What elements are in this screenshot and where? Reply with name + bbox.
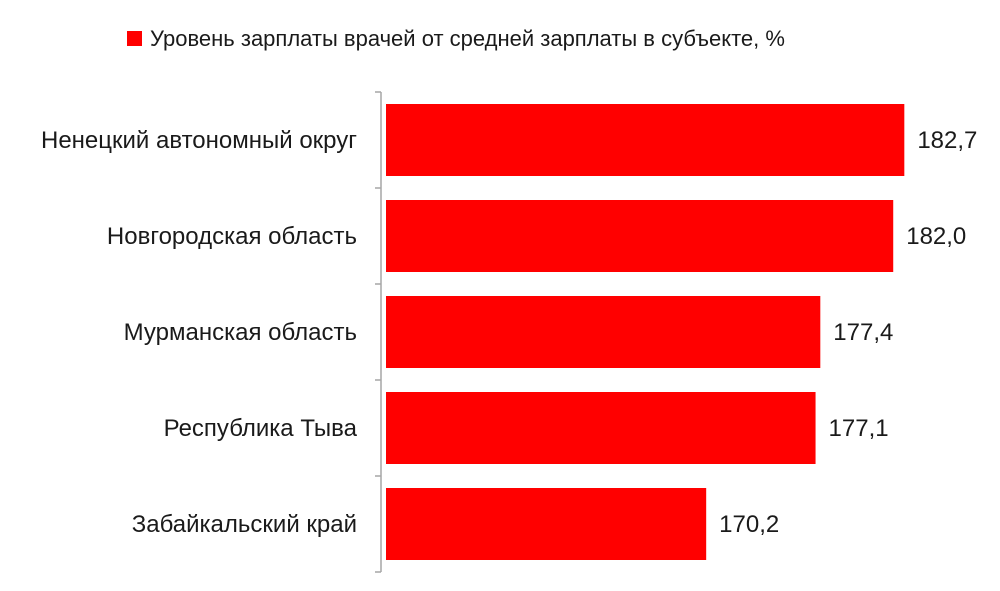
value-label-3: 177,4 bbox=[833, 319, 893, 346]
category-label-2: Новгородская область bbox=[107, 223, 357, 250]
bar-5 bbox=[386, 488, 707, 560]
legend-swatch bbox=[127, 31, 142, 46]
value-label-1: 182,7 bbox=[917, 127, 977, 154]
category-label-3: Мурманская область bbox=[124, 319, 357, 346]
bars-group bbox=[386, 104, 905, 560]
bar-3 bbox=[386, 296, 821, 368]
bar-1 bbox=[386, 104, 905, 176]
category-labels: Ненецкий автономный округ Новгородская об… bbox=[41, 127, 358, 538]
legend-label: Уровень зарплаты врачей от средней зарпл… bbox=[150, 26, 785, 51]
value-label-5: 170,2 bbox=[719, 511, 779, 538]
legend: Уровень зарплаты врачей от средней зарпл… bbox=[127, 26, 785, 51]
value-label-4: 177,1 bbox=[829, 415, 889, 442]
category-label-5: Забайкальский край bbox=[132, 511, 357, 538]
value-labels: 182,7 182,0 177,4 177,1 170,2 bbox=[719, 127, 977, 538]
category-label-4: Республика Тыва bbox=[164, 415, 358, 442]
category-axis bbox=[375, 91, 382, 573]
bar-2 bbox=[386, 200, 894, 272]
category-label-1: Ненецкий автономный округ bbox=[41, 127, 357, 154]
value-label-2: 182,0 bbox=[906, 223, 966, 250]
bar-4 bbox=[386, 392, 816, 464]
